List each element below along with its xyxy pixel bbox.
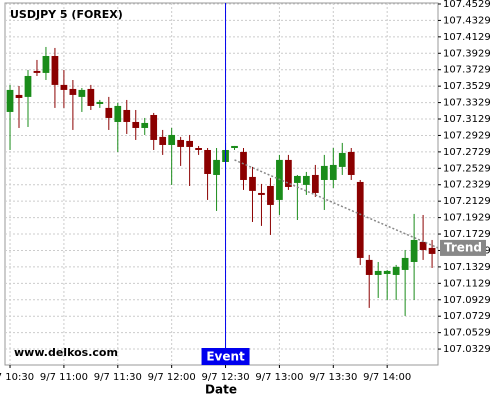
candle-body bbox=[141, 122, 149, 128]
y-tick-label: 107.2729 bbox=[443, 147, 491, 158]
candle-body bbox=[338, 152, 346, 167]
candle-body bbox=[51, 55, 59, 85]
candle-body bbox=[186, 140, 193, 147]
y-tick-label: 107.3129 bbox=[443, 114, 491, 125]
x-tick-label: 9/7 10:30 bbox=[0, 372, 34, 383]
y-tick-label: 107.2129 bbox=[443, 196, 491, 207]
candle-body bbox=[123, 109, 131, 122]
candle-body bbox=[258, 192, 265, 195]
y-tick-label: 107.0929 bbox=[443, 295, 491, 306]
x-tick-label: 9/7 12:00 bbox=[148, 372, 196, 383]
watermark: www.delkos.com bbox=[14, 346, 118, 359]
candle-body bbox=[60, 84, 68, 90]
candle-body bbox=[168, 134, 176, 145]
y-tick-label: 107.3529 bbox=[443, 81, 491, 92]
trend-line bbox=[234, 159, 439, 249]
x-tick-label: 9/7 14:00 bbox=[363, 372, 411, 383]
y-tick-label: 107.4329 bbox=[443, 15, 491, 26]
y-tick-label: 107.0329 bbox=[443, 344, 491, 355]
event-label: Event bbox=[206, 350, 245, 364]
x-tick-label: 9/7 13:00 bbox=[255, 372, 303, 383]
y-tick-label: 107.1129 bbox=[443, 278, 491, 289]
candle-body bbox=[177, 139, 185, 147]
candle-body bbox=[311, 174, 319, 193]
candle-body bbox=[159, 136, 167, 145]
candle-body bbox=[204, 149, 211, 174]
y-tick-label: 107.2929 bbox=[443, 130, 491, 141]
candle-body bbox=[87, 88, 95, 106]
candle-body bbox=[410, 239, 418, 262]
candle-body bbox=[383, 270, 391, 274]
candle-body bbox=[249, 176, 256, 191]
candle-body bbox=[356, 181, 364, 258]
candle-body bbox=[240, 151, 247, 180]
candle-body bbox=[419, 241, 427, 250]
x-tick-label: 9/7 12:30 bbox=[201, 372, 249, 383]
candle-body bbox=[267, 185, 274, 205]
candle-body bbox=[24, 75, 32, 97]
candle-body bbox=[285, 159, 292, 187]
candle-body bbox=[294, 175, 301, 183]
y-tick-label: 107.1729 bbox=[443, 229, 491, 240]
candle-body bbox=[302, 175, 310, 185]
candle-body bbox=[195, 148, 202, 150]
trend-label: Trend bbox=[444, 240, 482, 254]
trend-label-box bbox=[440, 239, 486, 256]
y-tick-label: 107.0529 bbox=[443, 328, 491, 339]
candle-body bbox=[320, 165, 328, 180]
candle-body bbox=[401, 257, 409, 270]
candle-body bbox=[374, 270, 382, 275]
y-tick-label: 107.4529 bbox=[443, 0, 491, 10]
y-tick-label: 107.1329 bbox=[443, 262, 491, 273]
plot-area bbox=[4, 2, 439, 366]
x-axis-label: Date bbox=[205, 383, 237, 397]
chart-title: USDJPY 5 (FOREX) bbox=[10, 8, 123, 21]
candle-body bbox=[365, 259, 373, 275]
candle-body bbox=[96, 101, 104, 104]
candle-body bbox=[347, 151, 355, 175]
candle-body bbox=[329, 164, 337, 180]
candle-body bbox=[105, 107, 113, 118]
y-tick-label: 107.0729 bbox=[443, 311, 491, 322]
y-tick-label: 107.4129 bbox=[443, 32, 491, 43]
y-tick-label: 107.3729 bbox=[443, 65, 491, 76]
x-tick-label: 9/7 13:30 bbox=[309, 372, 357, 383]
y-tick-label: 107.3929 bbox=[443, 48, 491, 59]
candle-body bbox=[231, 145, 238, 149]
y-tick-label: 107.3329 bbox=[443, 98, 491, 109]
y-tick-label: 107.1929 bbox=[443, 213, 491, 224]
candle-body bbox=[132, 121, 140, 128]
candle-body bbox=[15, 94, 23, 98]
candle-body bbox=[428, 247, 436, 254]
candle-body bbox=[78, 89, 86, 97]
event-label-box bbox=[201, 348, 250, 365]
y-tick-label: 107.2529 bbox=[443, 163, 491, 174]
candle-body bbox=[6, 89, 14, 112]
candle-body bbox=[33, 70, 41, 73]
candle-body bbox=[114, 105, 122, 122]
candle-body bbox=[150, 114, 158, 140]
x-tick-label: 9/7 11:00 bbox=[40, 372, 88, 383]
candle-body bbox=[213, 159, 220, 175]
y-tick-label: 107.2329 bbox=[443, 180, 491, 191]
x-tick-label: 9/7 11:30 bbox=[94, 372, 142, 383]
candle-body bbox=[392, 266, 400, 275]
candle-body bbox=[69, 88, 77, 95]
candle-body bbox=[42, 55, 50, 73]
